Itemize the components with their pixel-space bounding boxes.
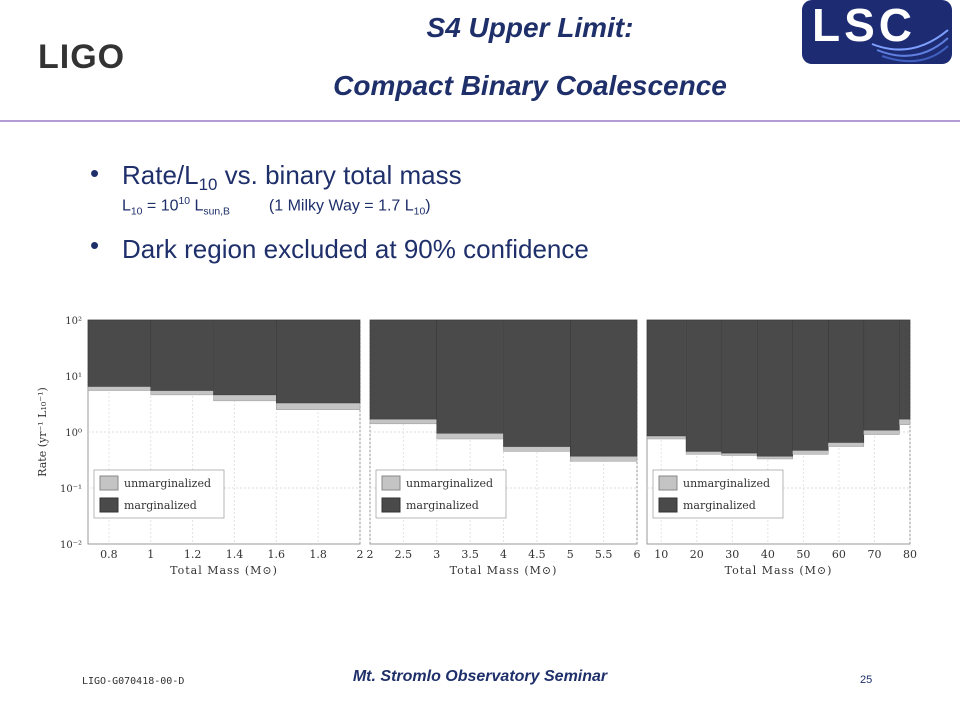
legend-label-marginalized: marginalized — [406, 499, 479, 512]
x-tick-label: 6 — [634, 548, 641, 561]
x-tick-label: 20 — [690, 548, 704, 561]
legend-label-unmarginalized: unmarginalized — [683, 477, 770, 490]
legend-swatch-marginalized — [658, 497, 678, 513]
page-number: 25 — [860, 674, 873, 686]
legend-swatch-unmarginalized — [381, 475, 401, 491]
y-tick-label: 10⁻² — [60, 540, 82, 551]
x-tick-label: 30 — [725, 548, 739, 561]
legend-swatch-marginalized — [381, 497, 401, 513]
x-tick-label: 80 — [903, 548, 917, 561]
y-tick-label: 10¹ — [65, 372, 82, 383]
bar-marginalized — [756, 319, 793, 457]
legend-swatch-unmarginalized — [658, 475, 678, 491]
seminar-name: Mt. Stromlo Observatory Seminar — [352, 668, 608, 685]
legend-label-marginalized: marginalized — [124, 499, 197, 512]
x-tick-label: 5 — [567, 548, 574, 561]
x-tick-label: 50 — [796, 548, 810, 561]
x-tick-label: 1.8 — [309, 548, 327, 561]
x-tick-label: 3.5 — [461, 548, 479, 561]
bullet-dot: • — [90, 230, 100, 260]
bar-marginalized — [646, 319, 687, 437]
lsc-swirl-icon — [871, 29, 949, 63]
document-id: LIGO-G070418-00-D — [82, 676, 185, 687]
bar-marginalized — [503, 319, 571, 447]
lsc-logo — [802, 0, 952, 64]
bar-marginalized — [721, 319, 758, 454]
x-tick-label: 2 — [357, 548, 364, 561]
lsc-logo-text: LSC — [812, 0, 916, 51]
bar-marginalized — [436, 319, 504, 434]
y-tick-label: 10⁰ — [65, 428, 82, 439]
bar-marginalized — [369, 319, 437, 420]
legend-swatch-marginalized — [99, 497, 119, 513]
x-tick-label: 4 — [500, 548, 507, 561]
bar-marginalized — [685, 319, 722, 452]
x-tick-label: 4.5 — [528, 548, 546, 561]
page-title-line2: Compact Binary Coalescence — [333, 70, 727, 101]
x-tick-label: 60 — [832, 548, 846, 561]
y-tick-label: 10⁻¹ — [60, 484, 82, 495]
bullet-dot: • — [90, 158, 100, 188]
bar-marginalized — [150, 319, 214, 391]
x-tick-label: 3 — [433, 548, 440, 561]
x-tick-label: 70 — [867, 548, 881, 561]
bullet-2: Dark region excluded at 90% confidence — [122, 234, 589, 264]
bar-marginalized — [792, 319, 829, 451]
x-tick-label: 2 — [367, 548, 374, 561]
x-tick-label: 1 — [147, 548, 154, 561]
x-axis-label: Total Mass (M⊙) — [170, 564, 278, 577]
bullet-1: Rate/L10 vs. binary total mass — [122, 160, 462, 195]
bar-marginalized — [863, 319, 900, 431]
title-divider — [0, 120, 960, 122]
legend-label-marginalized: marginalized — [683, 499, 756, 512]
bar-marginalized — [570, 319, 638, 457]
ligo-logo: LIGO — [38, 38, 126, 76]
x-tick-label: 40 — [761, 548, 775, 561]
legend-label-unmarginalized: unmarginalized — [406, 477, 493, 490]
rate-vs-mass-chart: Rate (yr⁻¹ L₁₀⁻¹) 10² 10¹ 10⁰ 10⁻¹ 10⁻² 0.8 1 1.… — [36, 316, 917, 577]
bar-marginalized — [899, 319, 911, 420]
x-tick-label: 5.5 — [595, 548, 613, 561]
y-axis-label: Rate (yr⁻¹ L₁₀⁻¹) — [36, 387, 49, 477]
x-tick-label: 0.8 — [100, 548, 118, 561]
x-tick-label: 1.2 — [184, 548, 202, 561]
bar-marginalized — [276, 319, 361, 404]
page-title-line1: S4 Upper Limit: — [426, 12, 634, 43]
x-axis-label: Total Mass (M⊙) — [725, 564, 833, 577]
y-tick-label: 10² — [65, 316, 82, 327]
bar-marginalized — [213, 319, 277, 396]
x-tick-label: 1.4 — [226, 548, 244, 561]
bar-marginalized — [828, 319, 865, 443]
x-tick-label: 1.6 — [268, 548, 286, 561]
x-axis-label: Total Mass (M⊙) — [450, 564, 558, 577]
x-tick-label: 10 — [654, 548, 668, 561]
x-tick-label: 2.5 — [395, 548, 413, 561]
bullet-1-subline: L10 = 1010 Lsun,B (1 Milky Way = 1.7 L10… — [122, 196, 431, 218]
legend-label-unmarginalized: unmarginalized — [124, 477, 211, 490]
legend-swatch-unmarginalized — [99, 475, 119, 491]
bar-marginalized — [87, 319, 152, 387]
